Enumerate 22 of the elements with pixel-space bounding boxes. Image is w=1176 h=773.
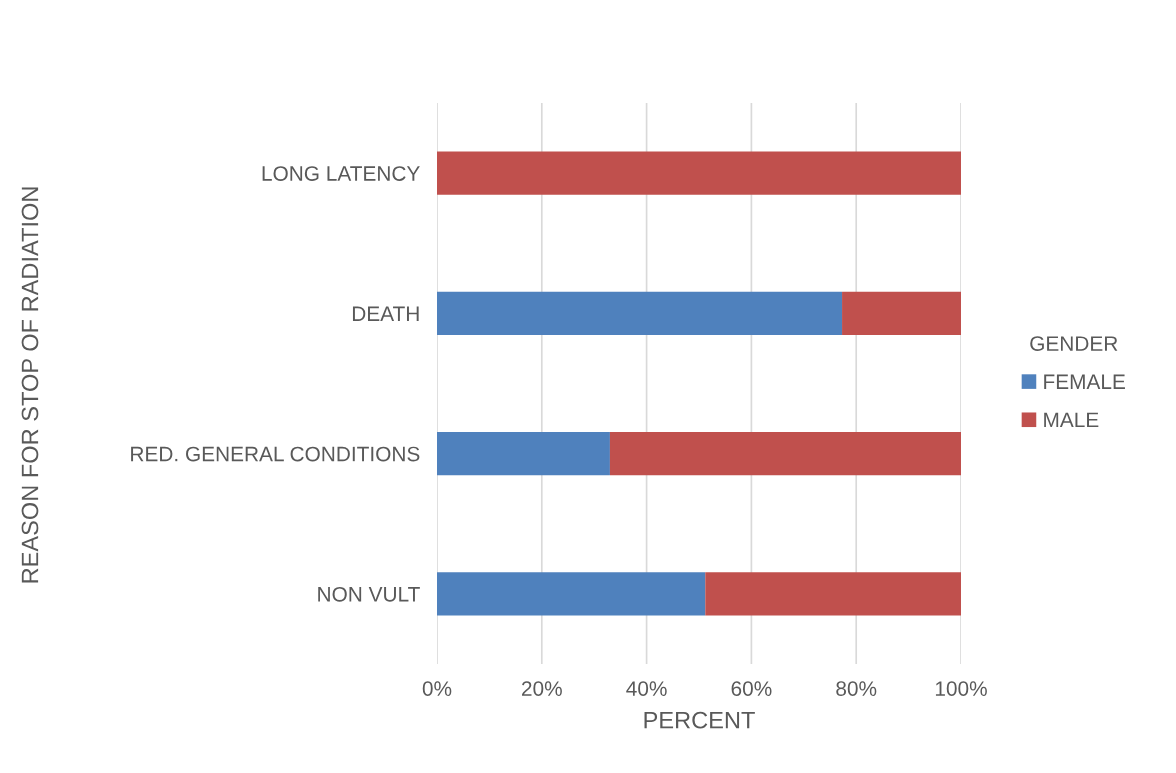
x-tick-label: 20% (522, 681, 562, 696)
x-tick-label: 0% (422, 681, 452, 696)
x-tick-label: 100% (935, 681, 987, 696)
bar (437, 151, 961, 195)
y-tick-label: RED. GENERAL CONDITIONS (131, 446, 420, 462)
legend-label: MALE (1044, 412, 1099, 428)
y-tick-label: LONG LATENCY (262, 166, 420, 181)
bar (437, 431, 610, 476)
x-tick-label: 40% (626, 681, 667, 696)
x-tick-label: 60% (731, 681, 772, 696)
bar (842, 291, 961, 336)
x-tick-label: 80% (836, 681, 877, 696)
y-axis-title: REASON FOR STOP OF RADIATION (21, 187, 39, 583)
legend-label: FEMALE (1044, 374, 1125, 389)
y-tick-label: DEATH (352, 306, 419, 321)
bar (705, 572, 961, 616)
legend-title: GENDER (1030, 336, 1118, 351)
y-tick-label: NON VULT (318, 586, 420, 602)
bar (437, 291, 843, 336)
bar (609, 431, 961, 476)
bar (437, 572, 706, 616)
x-axis-title: PERCENT (644, 711, 755, 729)
